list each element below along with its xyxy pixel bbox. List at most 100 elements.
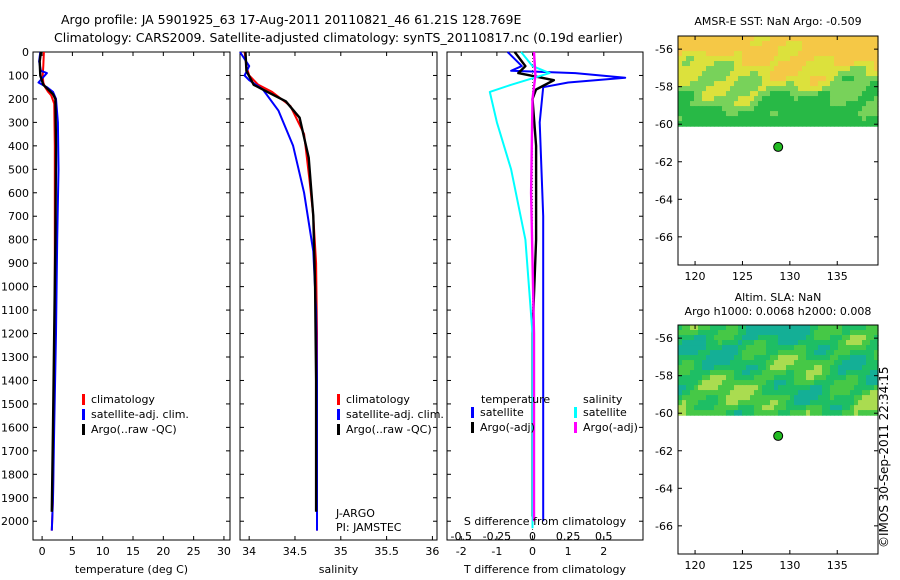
heatmap-cell <box>846 405 851 411</box>
heatmap-cell <box>682 380 687 386</box>
heatmap-cell <box>770 355 775 361</box>
heatmap-cell <box>790 66 795 72</box>
heatmap-cell <box>754 81 759 87</box>
heatmap-cell <box>730 81 735 87</box>
heatmap-cell <box>870 410 875 416</box>
heatmap-cell <box>718 380 723 386</box>
heatmap-cell <box>726 360 731 366</box>
heatmap-cell <box>790 375 795 381</box>
heatmap-cell <box>830 41 835 47</box>
heatmap-cell <box>750 101 755 107</box>
heatmap-cell <box>774 41 779 47</box>
heatmap-cell <box>758 61 763 67</box>
heatmap-cell <box>762 370 767 376</box>
y-tick-label: 200 <box>8 93 29 106</box>
heatmap-cell <box>798 91 803 97</box>
heatmap-cell <box>726 96 731 102</box>
heatmap-cell <box>686 400 691 406</box>
heatmap-cell <box>786 330 791 336</box>
heatmap-cell <box>798 46 803 52</box>
heatmap-cell <box>798 76 803 82</box>
heatmap-cell <box>726 106 731 112</box>
heatmap-cell <box>830 76 835 82</box>
heatmap-cell <box>734 385 739 391</box>
heatmap-cell <box>694 81 699 87</box>
heatmap-cell <box>786 116 791 122</box>
heatmap-cell <box>798 400 803 406</box>
heatmap-cell <box>778 96 783 102</box>
heatmap-cell <box>778 41 783 47</box>
heatmap-cell <box>870 71 875 77</box>
heatmap-cell <box>682 355 687 361</box>
heatmap-cell <box>866 76 871 82</box>
heatmap-cell <box>834 350 839 356</box>
heatmap-cell <box>750 330 755 336</box>
heatmap-cell <box>794 116 799 122</box>
heatmap-cell <box>702 400 707 406</box>
heatmap-cell <box>846 325 851 331</box>
heatmap-cell <box>854 410 859 416</box>
heatmap-cell <box>846 350 851 356</box>
heatmap-cell <box>706 395 711 401</box>
heatmap-cell <box>706 66 711 72</box>
heatmap-cell <box>730 86 735 92</box>
heatmap-cell <box>826 345 831 351</box>
heatmap-cell <box>746 370 751 376</box>
heatmap-cell <box>850 395 855 401</box>
heatmap-cell <box>710 56 715 62</box>
heatmap-cell <box>734 325 739 331</box>
heatmap-cell <box>822 106 827 112</box>
heatmap-cell <box>766 405 771 411</box>
heatmap-cell <box>754 111 759 117</box>
heatmap-cell <box>818 96 823 102</box>
heatmap-cell <box>814 390 819 396</box>
heatmap-cell <box>862 76 867 82</box>
heatmap-cell <box>822 41 827 47</box>
x-tick-label: 135 <box>827 559 848 572</box>
heatmap-cell <box>746 71 751 77</box>
heatmap-cell <box>810 385 815 391</box>
heatmap-cell <box>810 36 815 42</box>
heatmap-cell <box>714 340 719 346</box>
heatmap-cell <box>838 76 843 82</box>
heatmap-cell <box>726 410 731 416</box>
heatmap-cell <box>842 86 847 92</box>
heatmap-cell <box>742 380 747 386</box>
heatmap-cell <box>782 91 787 97</box>
heatmap-cell <box>762 390 767 396</box>
heatmap-cell <box>810 335 815 341</box>
heatmap-cell <box>766 56 771 62</box>
heatmap-cell <box>718 121 723 127</box>
heatmap-cell <box>754 370 759 376</box>
heatmap-cell <box>830 360 835 366</box>
heatmap-cell <box>694 330 699 336</box>
heatmap-cell <box>718 61 723 67</box>
heatmap-cell <box>714 350 719 356</box>
heatmap-cell <box>762 36 767 42</box>
y-tick-label: 1100 <box>1 304 29 317</box>
heatmap-cell <box>838 81 843 87</box>
heatmap-cell <box>850 101 855 107</box>
heatmap-cell <box>790 335 795 341</box>
heatmap-cell <box>734 41 739 47</box>
heatmap-cell <box>774 86 779 92</box>
heatmap-cell <box>866 121 871 127</box>
heatmap-cell <box>862 116 867 122</box>
heatmap-cell <box>802 121 807 127</box>
heatmap-cell <box>678 86 683 92</box>
heatmap-cell <box>814 330 819 336</box>
heatmap-cell <box>866 345 871 351</box>
heatmap-cell <box>778 51 783 57</box>
heatmap-cell <box>826 51 831 57</box>
heatmap-cell <box>726 36 731 42</box>
heatmap-cell <box>738 380 743 386</box>
heatmap-cell <box>758 101 763 107</box>
heatmap-cell <box>798 66 803 72</box>
heatmap-cell <box>782 56 787 62</box>
heatmap-cell <box>806 390 811 396</box>
heatmap-cell <box>838 370 843 376</box>
heatmap-cell <box>682 365 687 371</box>
heatmap-cell <box>858 81 863 87</box>
heatmap-cell <box>790 91 795 97</box>
heatmap-cell <box>718 36 723 42</box>
